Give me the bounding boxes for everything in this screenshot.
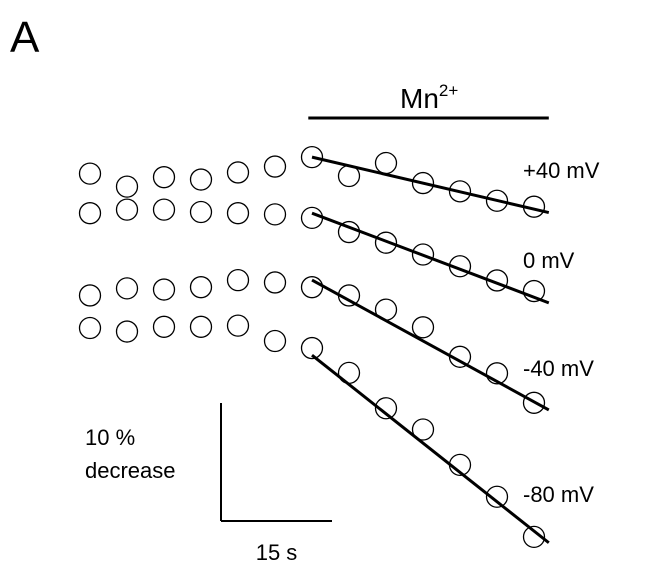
data-point xyxy=(411,243,435,266)
panel-label: A xyxy=(10,13,40,62)
data-point xyxy=(115,320,139,343)
data-point xyxy=(374,397,398,420)
series-label: -80 mV xyxy=(523,482,594,507)
data-point xyxy=(300,276,324,299)
data-point xyxy=(78,284,102,307)
data-point xyxy=(263,203,287,226)
annotation-text: Mn xyxy=(400,83,439,114)
data-point xyxy=(152,166,176,189)
data-point xyxy=(78,202,102,225)
data-point xyxy=(189,315,213,338)
annotation: Mn2+ xyxy=(400,81,458,114)
data-point xyxy=(115,198,139,221)
series-label: +40 mV xyxy=(523,158,600,183)
data-point xyxy=(263,329,287,353)
fit-line xyxy=(311,353,550,544)
data-point xyxy=(189,276,213,299)
data-point xyxy=(485,485,509,508)
data-point xyxy=(522,279,546,303)
data-point xyxy=(78,316,102,340)
data-point xyxy=(522,525,546,549)
data-point xyxy=(300,145,324,169)
data-point xyxy=(374,231,398,254)
data-point xyxy=(300,206,324,230)
data-point xyxy=(485,189,509,212)
data-point xyxy=(189,200,213,224)
scale-caption-y: decrease xyxy=(85,458,176,483)
data-point xyxy=(152,315,176,338)
data-point xyxy=(411,316,435,339)
scale-label-y: 10 % xyxy=(85,425,135,450)
data-point xyxy=(226,268,250,292)
data-point xyxy=(263,271,287,294)
fit-line xyxy=(311,211,550,305)
data-point xyxy=(411,171,435,195)
fit-line xyxy=(311,278,550,412)
data-point xyxy=(78,162,102,185)
data-point xyxy=(411,418,435,441)
data-point xyxy=(263,155,287,178)
scale-label-x: 15 s xyxy=(256,540,298,565)
data-point xyxy=(226,314,250,337)
data-point xyxy=(485,362,509,385)
data-point xyxy=(115,175,139,198)
data-point xyxy=(226,161,250,184)
data-point xyxy=(300,336,324,360)
data-point xyxy=(115,277,139,300)
series-label: -40 mV xyxy=(523,356,594,381)
data-point xyxy=(226,202,250,225)
data-point xyxy=(189,168,213,191)
series-label: 0 mV xyxy=(523,248,575,273)
data-point xyxy=(374,151,398,175)
data-point xyxy=(152,278,176,301)
data-point xyxy=(152,198,176,221)
data-point xyxy=(448,180,472,203)
data-point xyxy=(522,391,546,414)
annotation-superscript: 2+ xyxy=(439,81,458,100)
fit-line xyxy=(311,155,550,215)
